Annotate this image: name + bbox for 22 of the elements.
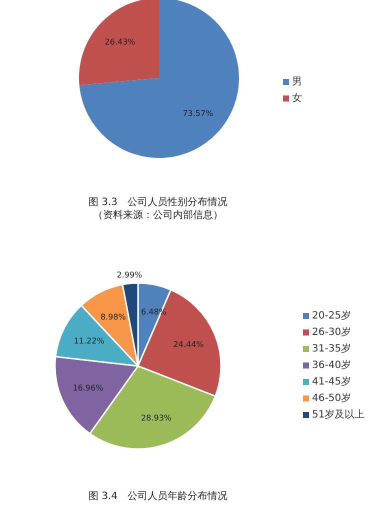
pie-slice [79,0,239,158]
text: 图 3.4 公司人员年龄分布情况 [88,490,228,502]
legend-label: 31-35岁 [312,342,352,355]
legend-label: 男 [292,76,302,88]
data-label: 73.57% [182,108,214,118]
data-label: 16.96% [72,383,104,392]
data-label: 24.44% [173,340,204,350]
legend-label: 41-45岁 [312,376,352,388]
data-label: 11.22% [74,336,105,346]
pie-slice [79,0,159,86]
legend-label: 女 [292,92,302,104]
text: 图 3.3 公司人员性别分布情况 [88,196,228,208]
data-label: 8.98% [100,312,126,322]
data-label: 28.93% [141,414,172,423]
legend-label: 20-25岁 [312,310,352,322]
legend-label: 36-40岁 [312,359,352,372]
legend-label: 46-50岁 [312,392,352,404]
legend-label: 51岁及以上 [312,408,365,421]
text: （资料来源：公司内部信息） [93,209,223,221]
data-label: 2.99% [116,270,143,280]
data-label: 26.43% [104,38,136,47]
legend-label: 26-30岁 [312,326,352,338]
